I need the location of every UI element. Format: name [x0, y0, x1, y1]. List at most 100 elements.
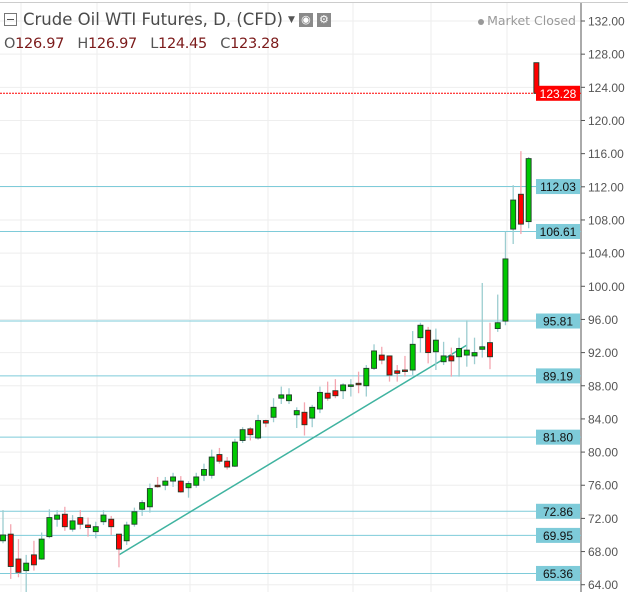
candle-body: [417, 324, 424, 339]
axis-tick-label: 68.00: [588, 545, 618, 559]
price-label-text: 123.28: [540, 87, 577, 101]
candle-body: [286, 394, 292, 402]
price-label-background: [536, 85, 580, 101]
axis-tick-label: 116.00: [588, 147, 624, 161]
candle-body: [146, 488, 153, 508]
candle-body: [224, 460, 231, 468]
candle-bullish: [208, 449, 215, 479]
candle-bearish: [378, 346, 385, 365]
candle-bullish: [69, 515, 76, 532]
high-label: H: [77, 36, 88, 52]
axis-tick-label: 80.00: [588, 446, 618, 460]
candle-body: [332, 390, 339, 397]
high-value: 126.97: [87, 36, 137, 52]
candle-bullish: [432, 328, 439, 371]
candle-bullish: [162, 476, 169, 491]
ohlc-values: O126.97 H126.97 L124.45 C123.28: [4, 36, 331, 52]
price-label-background: [536, 368, 580, 384]
candle-body: [270, 406, 277, 418]
symbol-title[interactable]: Crude Oil WTI Futures, D, (CFD): [23, 10, 283, 29]
candle-bearish: [115, 533, 122, 568]
level-price-label: 112.03: [536, 179, 580, 195]
candle-bullish: [92, 521, 99, 539]
candle-body: [471, 352, 478, 357]
candle-bullish: [131, 507, 138, 527]
candle-body: [487, 342, 493, 358]
candle-bullish: [502, 231, 509, 326]
candle-bullish: [270, 398, 277, 423]
open-value: 126.97: [15, 36, 65, 52]
candle-body: [23, 562, 30, 572]
axis-tick-label: 108.00: [588, 213, 625, 227]
axis-tick-label: 76.00: [588, 479, 618, 493]
candle-body: [371, 350, 377, 369]
candle-body: [185, 483, 192, 489]
level-price-label: 65.36: [536, 565, 580, 581]
axis-tick-label: 92.00: [588, 346, 618, 360]
candle-bullish: [463, 320, 470, 367]
candle-body: [409, 343, 416, 371]
candle-bullish: [201, 463, 207, 482]
candle-bullish: [146, 483, 153, 513]
candle-bullish: [340, 383, 347, 400]
candle-body: [0, 534, 6, 542]
candle-body: [115, 533, 122, 550]
candle-bullish: [440, 341, 447, 366]
candle-body: [54, 514, 61, 520]
candle-bearish: [154, 476, 161, 488]
price-label-text: 65.36: [543, 567, 573, 581]
price-label-text: 106.61: [540, 225, 577, 239]
collapse-icon[interactable]: [4, 13, 17, 26]
candle-bearish: [216, 447, 223, 464]
candle-bullish: [0, 510, 6, 544]
candle-body: [463, 349, 470, 356]
candle-bullish: [255, 414, 262, 440]
axis-tick-label: 100.00: [588, 280, 625, 294]
candle-bearish: [448, 347, 455, 377]
candle-body: [170, 476, 177, 482]
candle-bullish: [363, 365, 370, 397]
candle-bullish: [239, 427, 246, 443]
candle-bullish: [46, 509, 53, 539]
candle-bullish: [409, 331, 416, 375]
level-price-label: 81.80: [536, 429, 580, 445]
axis-tick-label: 84.00: [588, 412, 618, 426]
candle-bearish: [30, 540, 37, 571]
candle-bullish: [479, 282, 486, 358]
price-label-background: [536, 313, 580, 329]
price-label-background: [536, 527, 580, 543]
candle-body: [479, 346, 486, 350]
candle-body: [394, 370, 401, 374]
candle-bearish: [108, 515, 115, 535]
candle-bullish: [525, 156, 532, 229]
candle-bearish: [402, 355, 408, 377]
price-label-background: [536, 223, 580, 239]
close-label: C: [220, 36, 231, 52]
candle-body: [108, 518, 115, 528]
price-label-text: 89.19: [543, 369, 573, 383]
candle-bullish: [38, 532, 45, 560]
caret-down-icon[interactable]: ▼: [287, 14, 295, 25]
candle-bullish: [100, 510, 107, 526]
trend-line: [118, 344, 468, 556]
candle-body: [92, 526, 99, 533]
candle-body: [100, 514, 107, 523]
candle-body: [402, 369, 408, 372]
candle-bearish: [324, 381, 331, 401]
candle-body: [38, 538, 45, 560]
last-price-label: 123.28: [536, 85, 580, 101]
candle-bullish: [309, 404, 316, 428]
candle-bearish: [224, 457, 231, 470]
low-value: 124.45: [158, 36, 207, 52]
gear-icon[interactable]: ⚙: [316, 12, 331, 27]
level-price-label: 69.95: [536, 527, 580, 543]
eye-icon[interactable]: ◉: [298, 12, 313, 27]
candle-bearish: [355, 371, 362, 394]
open-label: O: [4, 36, 16, 52]
candle-body: [262, 420, 269, 424]
candle-bearish: [425, 326, 432, 364]
candle-bullish: [170, 472, 177, 487]
candle-body: [131, 511, 138, 525]
axis-tick-label: 72.00: [588, 512, 618, 526]
